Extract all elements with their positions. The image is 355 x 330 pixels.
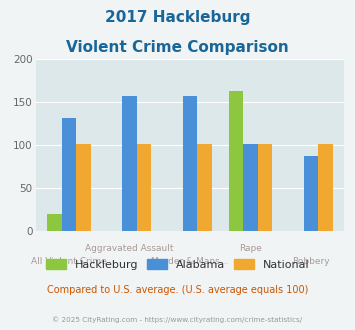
Bar <box>76 144 91 231</box>
Bar <box>197 144 212 231</box>
Text: Robbery: Robbery <box>292 257 330 266</box>
Bar <box>304 156 318 231</box>
Bar <box>183 96 197 231</box>
Bar <box>318 144 333 231</box>
Bar <box>61 118 76 231</box>
Bar <box>47 214 61 231</box>
Text: © 2025 CityRating.com - https://www.cityrating.com/crime-statistics/: © 2025 CityRating.com - https://www.city… <box>53 317 302 323</box>
Text: Aggravated Assault: Aggravated Assault <box>85 244 174 253</box>
Text: Rape: Rape <box>239 244 262 253</box>
Text: Murder & Mans...: Murder & Mans... <box>151 257 229 266</box>
Bar <box>243 144 258 231</box>
Text: 2017 Hackleburg: 2017 Hackleburg <box>105 10 250 25</box>
Legend: Hackleburg, Alabama, National: Hackleburg, Alabama, National <box>41 255 314 274</box>
Bar <box>229 91 243 231</box>
Bar <box>137 144 151 231</box>
Text: All Violent Crime: All Violent Crime <box>31 257 107 266</box>
Text: Compared to U.S. average. (U.S. average equals 100): Compared to U.S. average. (U.S. average … <box>47 285 308 295</box>
Bar <box>258 144 272 231</box>
Text: Violent Crime Comparison: Violent Crime Comparison <box>66 40 289 54</box>
Bar <box>122 96 137 231</box>
